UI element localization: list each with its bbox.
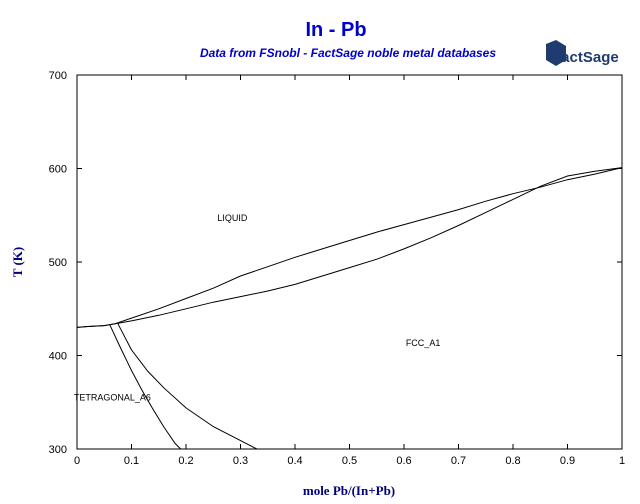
y-tick-label: 700	[49, 70, 67, 82]
x-tick-label: 0.3	[233, 455, 248, 467]
x-tick-label: 0.2	[178, 455, 193, 467]
x-axis-label: mole Pb/(In+Pb)	[303, 483, 395, 498]
y-tick-label: 400	[49, 351, 67, 363]
y-tick-label: 300	[49, 444, 67, 456]
factsage-logo: FactSage	[546, 40, 619, 66]
phase-label: LIQUID	[217, 213, 248, 223]
phase-label: FCC_A1	[406, 338, 441, 348]
phase-boundary-line	[76, 167, 623, 328]
x-tick-label: 0.7	[451, 455, 466, 467]
y-tick-label: 600	[49, 164, 67, 176]
chart-subtitle: Data from FSnobl - FactSage noble metal …	[200, 46, 496, 60]
y-tick-label: 500	[49, 257, 67, 269]
y-axis-label: T (K)	[10, 247, 25, 277]
logo-emblem-icon	[546, 40, 566, 66]
phase-label: TETRAGONAL_A6	[74, 392, 151, 402]
phase-boundary-line	[117, 323, 258, 450]
x-tick-label: 1	[619, 455, 625, 467]
x-tick-label: 0.9	[560, 455, 575, 467]
y-axis-ticks: 300 400 500 600 700	[49, 70, 622, 456]
phase-boundary-line	[76, 167, 623, 328]
x-tick-label: 0	[74, 455, 80, 467]
x-tick-label: 0.6	[396, 455, 411, 467]
phase-boundary-line	[109, 324, 181, 450]
x-tick-label: 0.8	[505, 455, 520, 467]
x-axis-ticks: 0 0.1 0.2 0.3 0.4 0.5 0.6 0.7 0.8 0.9 1	[74, 75, 625, 467]
phase-boundaries	[76, 167, 623, 450]
x-tick-label: 0.4	[287, 455, 302, 467]
plot-area	[76, 74, 623, 450]
x-tick-label: 0.1	[124, 455, 139, 467]
phase-labels: LIQUID FCC_A1 TETRAGONAL_A6	[74, 213, 440, 403]
x-tick-label: 0.5	[342, 455, 357, 467]
chart-title: In - Pb	[305, 19, 366, 41]
logo-text: FactSage	[552, 49, 619, 66]
